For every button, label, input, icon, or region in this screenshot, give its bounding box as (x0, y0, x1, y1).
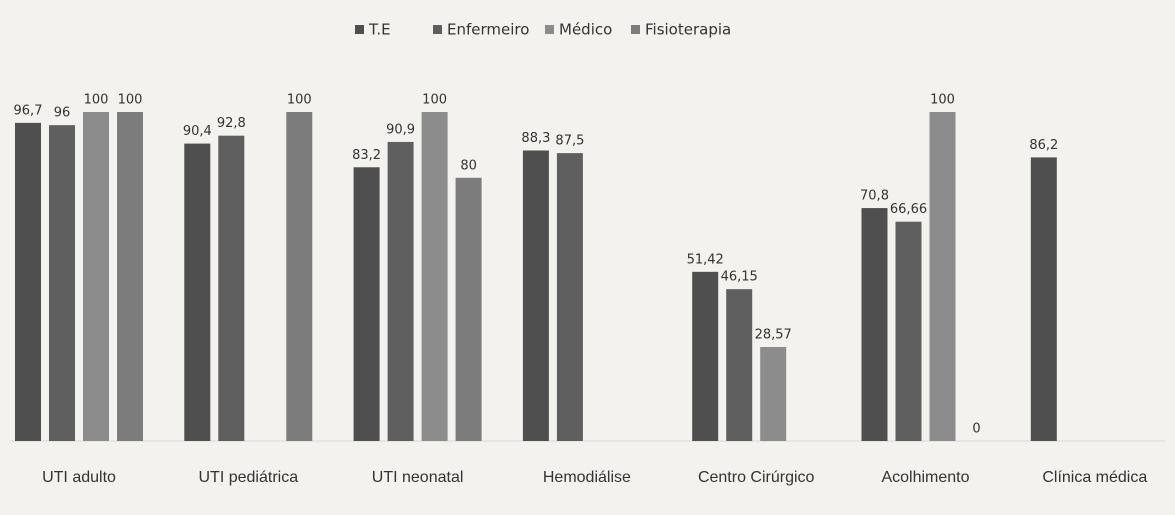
bar (353, 167, 380, 441)
data-label: 83,2 (352, 148, 381, 163)
data-label: 100 (118, 93, 143, 108)
bar (760, 347, 787, 441)
legend-label: Médico (559, 21, 612, 39)
legend-swatch (355, 25, 364, 34)
data-label: 88,3 (521, 131, 550, 146)
bar (726, 289, 753, 441)
bar (15, 122, 41, 442)
x-tick-label: Clínica médica (1042, 469, 1147, 486)
data-label: 80 (460, 158, 477, 173)
legend-swatch (631, 25, 640, 34)
bar (117, 112, 143, 441)
legend-label: Fisioterapia (645, 21, 731, 39)
data-label: 100 (84, 93, 109, 108)
x-tick-label: UTI pediátrica (199, 469, 299, 486)
data-label: 90,4 (183, 124, 212, 139)
legend-swatch (545, 25, 554, 34)
bar (83, 112, 109, 441)
x-tick-label: UTI adulto (42, 469, 116, 486)
data-label: 92,8 (217, 116, 246, 131)
data-label: 100 (422, 93, 447, 108)
x-tick-label: Hemodiálise (543, 469, 631, 486)
data-label: 86,2 (1029, 138, 1058, 153)
bar (49, 125, 75, 441)
bar (522, 150, 549, 442)
bar (861, 208, 888, 441)
bar (218, 135, 245, 442)
bar (1030, 157, 1057, 442)
bar (929, 112, 956, 441)
bar (455, 177, 482, 442)
data-label: 96,7 (14, 103, 43, 118)
data-label: 100 (930, 93, 955, 108)
data-label: 66,66 (890, 202, 927, 217)
bar (387, 141, 414, 441)
data-label: 0 (972, 422, 980, 437)
bar (421, 112, 448, 441)
bar (286, 112, 313, 441)
legend-label: T.E (368, 21, 391, 39)
x-tick-label: Centro Cirúrgico (698, 469, 815, 486)
bar (184, 143, 211, 442)
data-label: 28,57 (755, 328, 792, 343)
data-label: 90,9 (386, 122, 415, 137)
data-label: 70,8 (860, 189, 889, 204)
legend-swatch (433, 25, 442, 34)
bar (692, 271, 719, 441)
x-tick-label: Acolhimento (881, 469, 969, 486)
x-tick-label: UTI neonatal (372, 469, 464, 486)
legend-label: Enfermeiro (447, 21, 529, 39)
bar (556, 153, 583, 441)
data-label: 87,5 (555, 134, 584, 149)
bar (895, 221, 922, 441)
data-label: 51,42 (687, 252, 724, 267)
data-label: 96 (54, 106, 71, 121)
data-label: 46,15 (721, 270, 758, 285)
data-label: 100 (287, 93, 312, 108)
